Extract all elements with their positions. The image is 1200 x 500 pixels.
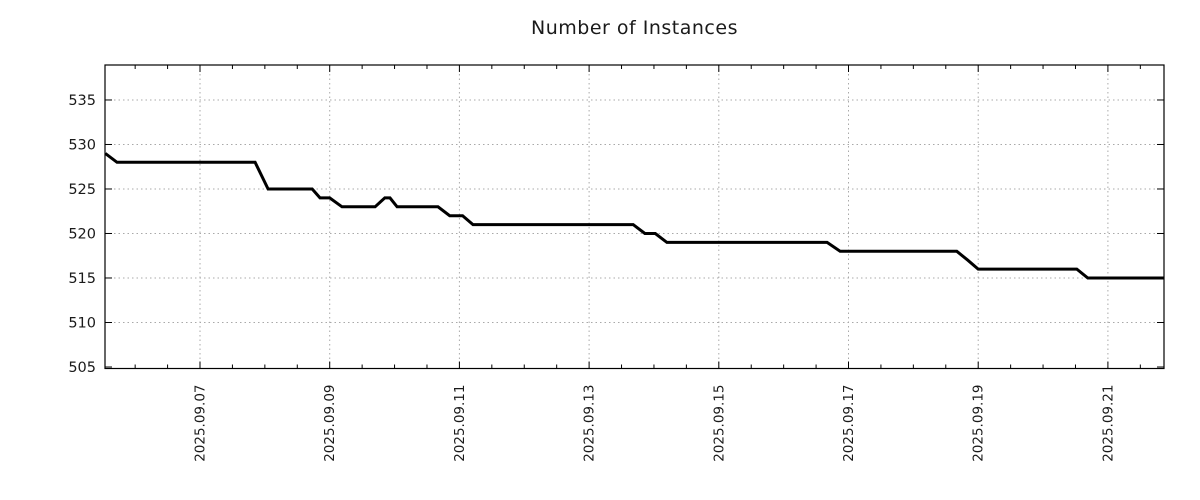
- y-tick-label: 530: [68, 137, 96, 153]
- y-tick-label: 520: [68, 226, 96, 242]
- x-tick-label: 2025.09.13: [582, 385, 598, 462]
- x-tick-label: 2025.09.17: [841, 385, 857, 462]
- chart-title: Number of Instances: [531, 17, 738, 39]
- x-tick-label: 2025.09.09: [322, 385, 338, 462]
- plot-border: [104, 64, 1165, 370]
- x-tick-label: 2025.09.19: [971, 385, 987, 462]
- y-tick-label: 535: [68, 93, 96, 109]
- data-line-instances: [104, 152, 1165, 280]
- x-tick-label: 2025.09.15: [711, 385, 727, 462]
- y-tick-label: 515: [68, 271, 96, 287]
- x-tick-label: 2025.09.07: [193, 385, 209, 462]
- x-tick-label: 2025.09.21: [1100, 385, 1116, 462]
- y-tick-label: 505: [68, 360, 96, 376]
- x-tick-label: 2025.09.11: [452, 385, 468, 462]
- y-tick-label: 525: [68, 182, 96, 198]
- y-tick-label: 510: [68, 315, 96, 331]
